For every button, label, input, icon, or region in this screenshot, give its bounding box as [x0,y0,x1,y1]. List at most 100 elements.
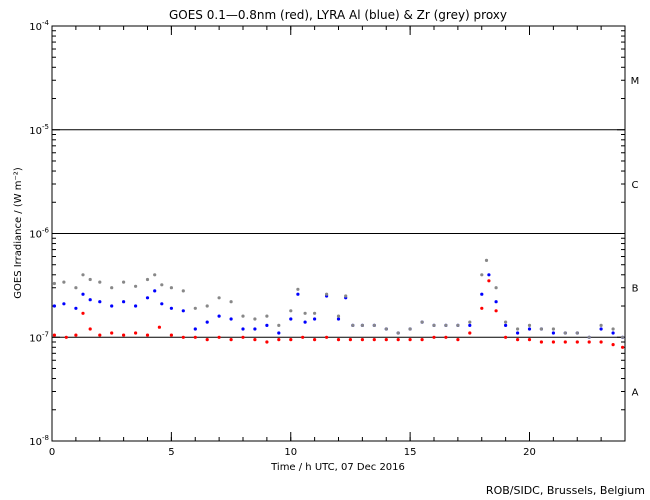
series-goes-0-1-0-8nm [52,279,625,349]
y-tick-label: 10-4 [29,19,49,33]
data-point [296,287,300,291]
data-point [193,306,197,310]
data-point [516,338,520,342]
data-point [313,338,317,342]
data-point [241,327,245,331]
data-point [468,320,472,324]
data-point [527,338,532,342]
chart-title: GOES 0.1—0.8nm (red), LYRA Al (blue) & Z… [169,8,507,22]
data-point [325,292,329,296]
data-point [217,296,221,300]
y-tick-label: 10-7 [29,330,49,344]
data-point [420,338,424,342]
data-point [456,338,460,342]
data-point [64,335,68,339]
flare-class-label: C [632,180,639,191]
data-point [145,296,150,300]
data-point [169,306,173,310]
data-point [408,338,412,342]
data-point [384,327,388,331]
data-point [611,327,615,331]
data-point [384,338,388,342]
data-point [289,338,293,342]
flare-class-label: M [631,76,640,87]
data-point [487,273,491,277]
data-point [289,317,293,321]
data-point [516,327,520,331]
data-point [52,304,57,308]
data-point [169,333,173,337]
credit-text: ROB/SIDC, Brussels, Belgium [486,484,645,497]
data-point [504,320,508,324]
data-point [193,327,197,331]
data-point [110,304,114,308]
data-point [487,279,491,283]
data-point [621,345,625,349]
data-point [444,335,448,339]
data-point [157,325,161,329]
data-point [563,340,567,344]
data-point [110,286,114,290]
data-point [134,284,138,288]
data-point [587,340,591,344]
data-point [241,335,245,339]
data-point [484,258,489,262]
x-tick-label: 15 [404,447,417,458]
data-point [494,300,498,304]
data-point [229,317,233,321]
series-lyra-zr [52,258,625,339]
data-point [181,335,185,339]
data-point [74,286,78,290]
data-point [193,335,197,339]
data-point [336,317,341,321]
data-point [122,280,126,284]
data-point [504,323,508,327]
data-point [303,311,307,315]
data-point [303,320,307,324]
x-tick-label: 5 [168,447,174,458]
x-tick-label: 0 [49,447,55,458]
data-point [372,338,376,342]
data-point [265,340,269,344]
data-point [98,280,102,284]
data-point [217,314,221,318]
data-point [265,314,269,318]
data-point [241,314,245,318]
data-point [52,281,57,286]
data-point [551,327,556,331]
data-point [468,323,472,327]
data-point [81,292,85,296]
data-point [575,331,579,335]
data-point [599,327,603,331]
y-tick-label: 10-5 [29,123,49,137]
data-point [301,335,305,339]
data-point [52,333,57,337]
data-point [98,300,102,304]
data-point [325,335,329,339]
data-point [313,311,317,315]
data-point [344,294,348,298]
plot-area: 10-8 10-7 10-6 10-5 10-4 0 5 10 15 20 A B C M [29,19,639,458]
data-point [253,327,257,331]
data-point [480,273,484,277]
data-point [480,306,484,310]
data-point [504,335,508,339]
data-point [563,331,567,335]
data-point [277,331,281,335]
y-tick-label: 10-8 [29,434,49,448]
data-point [253,338,257,342]
data-point [611,343,615,347]
data-point [372,323,376,327]
data-point [432,323,436,327]
data-point [277,323,281,327]
data-point [444,323,448,327]
data-point [160,302,164,306]
data-point [277,338,281,342]
data-point [181,309,185,313]
data-point [527,323,532,327]
data-point [62,280,66,284]
data-point [348,338,352,342]
x-tick-label: 20 [523,447,536,458]
data-point [229,338,233,342]
x-axis-label: Time / h UTC, 07 Dec 2016 [270,462,405,473]
